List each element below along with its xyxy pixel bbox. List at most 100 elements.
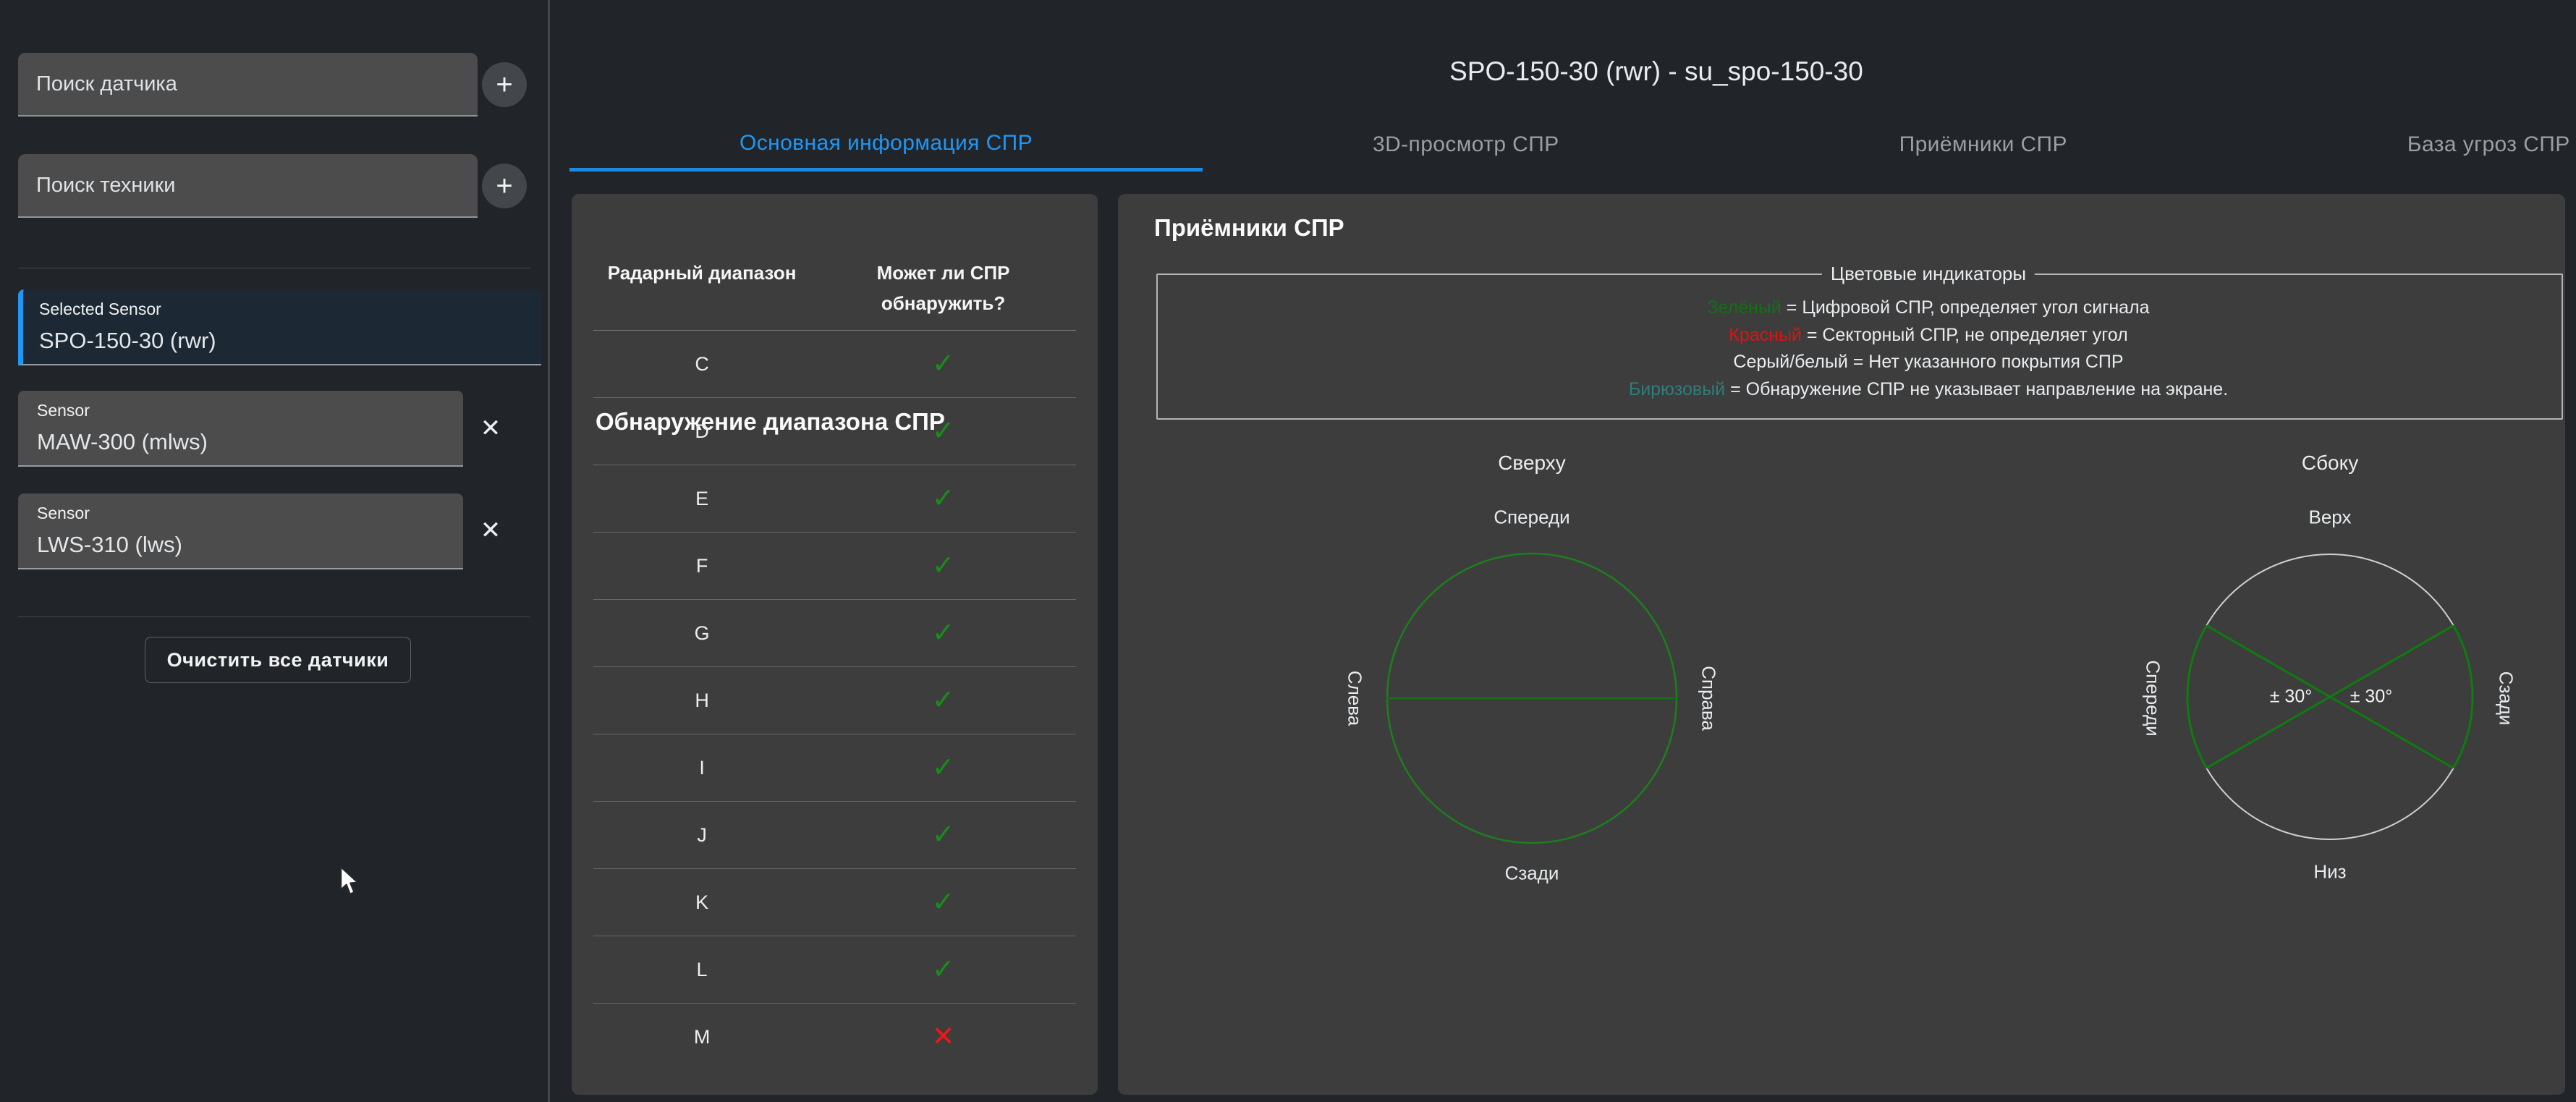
band-letter: F [695,554,708,577]
side-view-down-label: Низ [2313,860,2347,883]
legend-item-gray: Серый/белый = Нет указанного покрытия СП… [1295,349,2562,376]
tab-receivers[interactable]: Приёмники СПР [1899,132,2067,156]
band-letter: L [696,958,708,980]
tab-3d-view[interactable]: 3D-просмотр СПР [1373,132,1559,156]
band-letter: K [695,891,709,913]
sensor-label: Sensor [37,504,90,522]
tab-main-info[interactable]: Основная информация СПР [569,118,1203,171]
table-row: I ✓ [593,734,1076,802]
band-letter: M [693,1025,711,1048]
table-row: E ✓ [593,465,1076,533]
receivers-panel-title: Приёмники СПР [1154,214,1344,241]
close-icon: ✕ [480,415,501,442]
table-row: K ✓ [593,869,1076,936]
check-icon: ✓ [931,551,955,581]
plus-icon: + [496,170,513,202]
sensor-card-lws-310[interactable]: Sensor LWS-310 (lws) [18,493,463,569]
top-view-title: Сверху [1498,452,1566,474]
receivers-panel: Приёмники СПР Цветовые индикаторы Зелёны… [1118,194,2565,1095]
band-letter: J [697,823,707,846]
side-view-angle-left-label: ± 30° [2269,686,2313,707]
check-icon: ✓ [931,618,955,648]
top-view-right-label: Справа [1698,666,1720,731]
top-view-back-label: Сзади [1504,862,1559,884]
sidebar: + + Selected Sensor SPO-150-30 (rwr) Sen… [0,0,550,1102]
legend-desc: = Цифровой СПР, определяет угол сигнала [1781,297,2150,318]
check-icon: ✓ [931,416,955,446]
plus-icon: + [496,69,513,101]
side-view-back-label: Сзади [2495,671,2517,726]
table-row: L ✓ [593,936,1076,1004]
remove-sensor-lws-310-button[interactable]: ✕ [473,513,508,548]
tab-bar: Основная информация СПР 3D-просмотр СПР … [569,118,2576,171]
check-icon: ✓ [931,954,955,985]
legend-item-red: Красный = Секторный СПР, не определяет у… [1295,322,2562,349]
legend-term-green: Зелёный [1707,297,1781,318]
check-icon: ✓ [931,685,955,716]
side-view-angle-right-label: ± 30° [2350,686,2393,707]
sensor-search-input[interactable] [18,53,478,116]
check-icon: ✓ [931,349,955,379]
check-icon: ✓ [931,753,955,783]
close-icon: ✕ [480,517,501,544]
check-icon: ✓ [931,820,955,850]
add-sensor-button[interactable]: + [482,62,527,107]
band-table-header: Радарный диапазон Может ли СПР обнаружит… [593,258,1076,331]
top-view-front-label: Спереди [1494,506,1570,528]
legend-term-red: Красный [1729,324,1802,345]
legend-item-teal: Бирюзовый = Обнаружение СПР не указывает… [1295,376,2562,404]
band-panel-title: Обнаружение диапазона СПР [596,408,945,435]
check-icon: ✓ [931,887,955,917]
clear-all-sensors-button[interactable]: Очистить все датчики [145,637,411,683]
top-view-left-label: Слева [1344,670,1366,726]
table-row: G ✓ [593,600,1076,667]
band-letter: I [699,756,705,779]
table-row: H ✓ [593,667,1076,734]
tab-threat-db[interactable]: База угроз СПР [2407,132,2570,156]
remove-sensor-maw-300-button[interactable]: ✕ [473,411,508,446]
sensor-value: LWS-310 (lws) [37,532,182,557]
column-header-band: Радарный диапазон [607,262,797,284]
mouse-cursor [339,865,359,895]
legend-desc: = Нет указанного покрытия СПР [1847,352,2124,372]
legend-desc: = Обнаружение СПР не указывает направлен… [1725,378,2229,399]
legend-desc: = Секторный СПР, не определяет угол [1801,324,2128,345]
cross-icon: ✕ [931,1022,955,1052]
sensor-label: Sensor [37,401,90,420]
side-view-title: Сбоку [2301,452,2359,474]
legend-term-gray: Серый/белый [1733,352,1848,372]
page-title: SPO-150-30 (rwr) - su_spo-150-30 [1449,56,1863,86]
color-indicators-list: Зелёный = Цифровой СПР, определяет угол … [1295,294,2562,403]
top-view-coverage-diagram [1386,552,1678,844]
table-row: C ✓ [593,331,1076,398]
table-row: M ✕ [593,1004,1076,1070]
side-view-up-label: Верх [2308,506,2352,528]
sensor-card-maw-300[interactable]: Sensor MAW-300 (mlws) [18,391,463,467]
side-view-front-label: Спереди [2142,660,2164,737]
table-row: F ✓ [593,533,1076,600]
band-letter: E [695,487,709,509]
sidebar-divider [18,616,530,617]
selected-sensor-value: SPO-150-30 (rwr) [39,328,216,353]
band-table: Радарный диапазон Может ли СПР обнаружит… [593,258,1076,1070]
table-row: D ✓ [593,398,1076,465]
legend-term-teal: Бирюзовый [1628,378,1726,399]
side-view-coverage-diagram [2186,554,2474,840]
color-indicators-fieldset: Цветовые индикаторы Зелёный = Цифровой С… [1156,263,2563,420]
sensor-value: MAW-300 (mlws) [37,429,208,454]
band-letter: G [694,622,710,644]
check-icon: ✓ [931,483,955,514]
selected-sensor-card[interactable]: Selected Sensor SPO-150-30 (rwr) [18,289,541,365]
table-row: J ✓ [593,802,1076,869]
band-detection-panel: Обнаружение диапазона СПР Радарный диапа… [572,194,1098,1095]
column-header-detect: Может ли СПР обнаружить? [876,262,1010,314]
band-letter: D [695,420,709,442]
color-indicators-title: Цветовые индикаторы [1821,263,2035,285]
selected-sensor-label: Selected Sensor [39,300,161,318]
band-letter: H [695,689,709,711]
vehicle-search-input[interactable] [18,154,478,218]
legend-item-green: Зелёный = Цифровой СПР, определяет угол … [1295,294,2562,322]
add-vehicle-button[interactable]: + [482,164,527,208]
band-letter: C [695,352,709,375]
